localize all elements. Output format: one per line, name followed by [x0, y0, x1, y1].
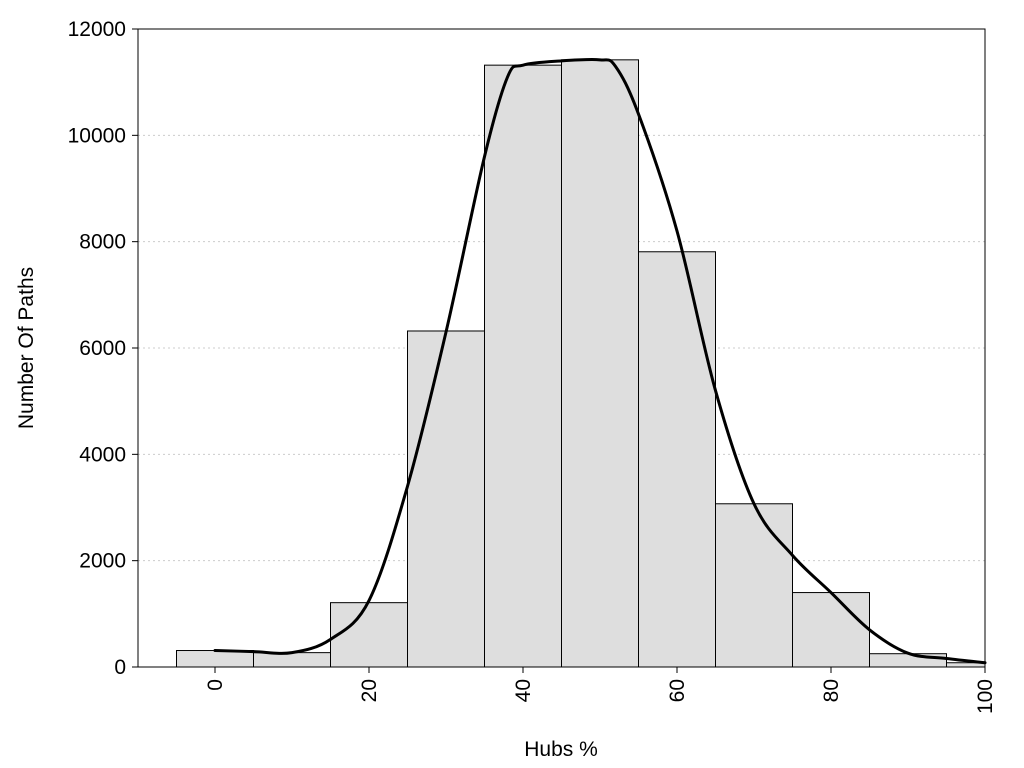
histogram-bar: [715, 503, 793, 668]
y-axis-label: Number Of Paths: [15, 267, 38, 429]
histogram-bar: [638, 251, 716, 668]
x-axis-label: Hubs %: [524, 738, 598, 761]
y-axis-ticks: 0 2000 4000 6000 8000 10000 12000: [68, 18, 138, 679]
y-tick-label: 2000: [79, 550, 126, 573]
grid-lines: [138, 134, 985, 562]
density-curve-layer: [213, 58, 987, 665]
y-tick-label: 10000: [68, 124, 126, 147]
x-tick-label: 100: [974, 679, 997, 714]
x-tick-label: 40: [512, 679, 535, 702]
histogram-bar: [407, 330, 485, 668]
y-tick-label: 12000: [68, 18, 126, 41]
histogram-bar: [561, 59, 639, 668]
histogram-bar: [176, 650, 254, 668]
density-curve: [213, 58, 987, 665]
histogram-bar: [330, 602, 408, 668]
histogram-bar: [253, 652, 331, 668]
x-tick-label: 0: [204, 679, 227, 691]
x-axis-ticks: 0 20 40 60 80 100: [204, 667, 997, 714]
histogram-bars: [176, 59, 986, 668]
x-tick-label: 80: [820, 679, 843, 702]
histogram-bar: [484, 64, 562, 668]
y-tick-label: 8000: [79, 231, 126, 254]
y-tick-label: 0: [114, 656, 126, 679]
x-tick-label: 60: [666, 679, 689, 702]
histogram-bar: [869, 653, 947, 668]
histogram-bar: [792, 592, 870, 668]
y-tick-label: 4000: [79, 443, 126, 466]
y-tick-label: 6000: [79, 337, 126, 360]
x-tick-label: 20: [358, 679, 381, 702]
